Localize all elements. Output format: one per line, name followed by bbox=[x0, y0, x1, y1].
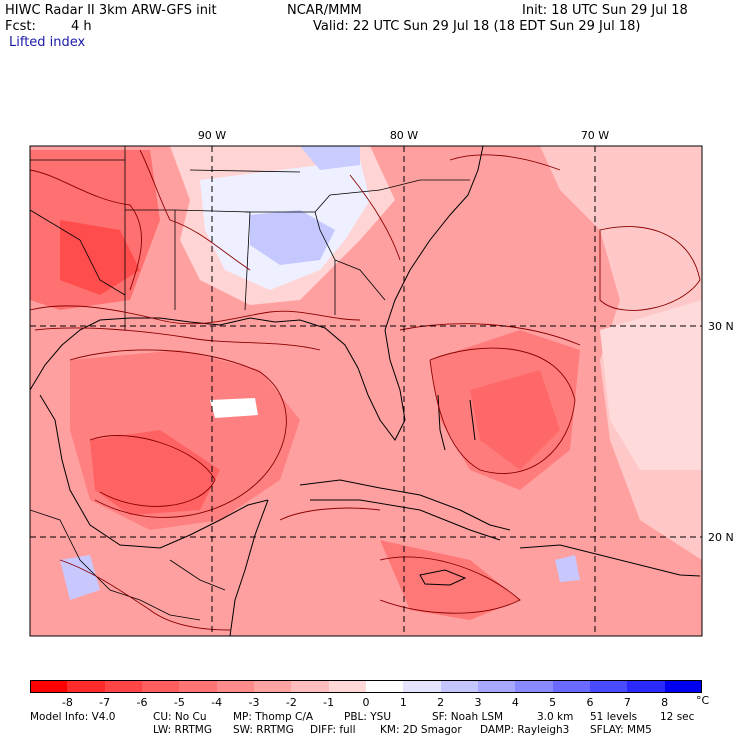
field-neutral-gulf-spot bbox=[210, 398, 258, 418]
model-info-item: LW: RRTMG bbox=[153, 724, 212, 736]
model-info-item: MP: Thomp C/A bbox=[233, 711, 314, 723]
colorbar-cell bbox=[552, 680, 591, 693]
coastlines bbox=[30, 146, 701, 636]
model-info-item: SF: Noah LSM bbox=[432, 711, 504, 723]
map-frame bbox=[29, 145, 703, 637]
colorbar-cell bbox=[254, 680, 292, 693]
colorbar-tick-label: -6 bbox=[136, 696, 148, 709]
colorbar-cell bbox=[627, 680, 666, 693]
model-info-item: SW: RRTMG bbox=[233, 724, 294, 736]
colorbar-tick-label: 0 bbox=[362, 696, 370, 709]
init-time: Init: 18 UTC Sun 29 Jul 18 bbox=[522, 3, 688, 18]
colorbar-cell bbox=[30, 680, 68, 693]
lon-label-80w: 80 W bbox=[390, 129, 418, 142]
colorbar-cell bbox=[515, 680, 554, 693]
model-info-item: 12 sec bbox=[660, 711, 695, 723]
model-title: HIWC Radar II 3km ARW-GFS init bbox=[5, 3, 217, 18]
colorbar-cell bbox=[67, 680, 106, 693]
colorbar-cell bbox=[216, 680, 255, 693]
colorbar-cell bbox=[366, 680, 404, 693]
lat-label-30n: 30 N bbox=[708, 320, 734, 333]
colorbar-cell bbox=[403, 680, 442, 693]
field-stable-mexico bbox=[60, 555, 100, 600]
colorbar-tick-label: 2 bbox=[437, 696, 445, 709]
colorbar-tick-label: -8 bbox=[61, 696, 73, 709]
model-info-item: Model Info: V4.0 bbox=[30, 711, 116, 723]
field-unstable-caribbean bbox=[380, 540, 520, 620]
model-info-item: CU: No Cu bbox=[153, 711, 207, 723]
colorbar-cell bbox=[590, 680, 628, 693]
lon-label-90w: 90 W bbox=[198, 129, 226, 142]
colorbar-frame bbox=[30, 680, 702, 693]
model-info-item: SFLAY: MM5 bbox=[590, 724, 652, 736]
field-unstable-core-texas bbox=[60, 220, 140, 295]
colorbar-cell bbox=[478, 680, 516, 693]
center-label: NCAR/MMM bbox=[287, 3, 362, 18]
colorbar-cell bbox=[104, 680, 143, 693]
colorbar-tick-label: 6 bbox=[586, 696, 594, 709]
fcst-label: Fcst: bbox=[5, 19, 36, 34]
field-name: Lifted index bbox=[9, 35, 86, 50]
field-stable-hispaniola bbox=[555, 555, 580, 582]
lon-label-70w: 70 W bbox=[581, 129, 609, 142]
colorbar-cell bbox=[440, 680, 479, 693]
colorbar-tick-label: 4 bbox=[511, 696, 519, 709]
model-info-item: KM: 2D Smagor bbox=[380, 724, 462, 736]
fcst-value: 4 h bbox=[71, 19, 92, 34]
colorbar-tick-label: -4 bbox=[211, 696, 223, 709]
colorbar-tick-label: 5 bbox=[549, 696, 557, 709]
colorbar-tick-label: 7 bbox=[623, 696, 631, 709]
colorbar-cell bbox=[291, 680, 330, 693]
colorbar-tick-label: 8 bbox=[661, 696, 669, 709]
colorbar-cell bbox=[179, 680, 218, 693]
colorbar-unit: °C bbox=[696, 694, 710, 707]
colorbar-tick-label: -7 bbox=[99, 696, 111, 709]
colorbar-cell bbox=[328, 680, 367, 693]
colorbar-cell bbox=[664, 680, 703, 693]
model-info-item: DAMP: Rayleigh3 bbox=[480, 724, 570, 736]
model-info-item: 3.0 km bbox=[537, 711, 574, 723]
field-weak-east bbox=[600, 300, 702, 470]
model-info-item: DIFF: full bbox=[310, 724, 356, 736]
model-info-item: 51 levels bbox=[590, 711, 638, 723]
colorbar-tick-label: 3 bbox=[474, 696, 482, 709]
field-stable-core-us bbox=[250, 210, 335, 265]
colorbar-tick-label: -5 bbox=[173, 696, 185, 709]
colorbar-tick-label: -3 bbox=[248, 696, 260, 709]
field-unstable-gulf-core bbox=[90, 430, 220, 515]
colorbar-tick-label: 1 bbox=[399, 696, 407, 709]
colorbar-tick-label: -1 bbox=[323, 696, 335, 709]
graticule bbox=[30, 146, 702, 636]
colorbar-cell bbox=[142, 680, 180, 693]
contour-lines bbox=[30, 149, 701, 631]
valid-time: Valid: 22 UTC Sun 29 Jul 18 (18 EDT Sun … bbox=[313, 19, 641, 34]
lat-label-20n: 20 N bbox=[708, 531, 734, 544]
field-stable-north bbox=[300, 146, 360, 170]
colorbar-tick-label: -2 bbox=[285, 696, 297, 709]
field-unstable-bahamas-core bbox=[470, 370, 560, 470]
model-info-item: PBL: YSU bbox=[344, 711, 392, 723]
political-borders bbox=[30, 146, 470, 621]
